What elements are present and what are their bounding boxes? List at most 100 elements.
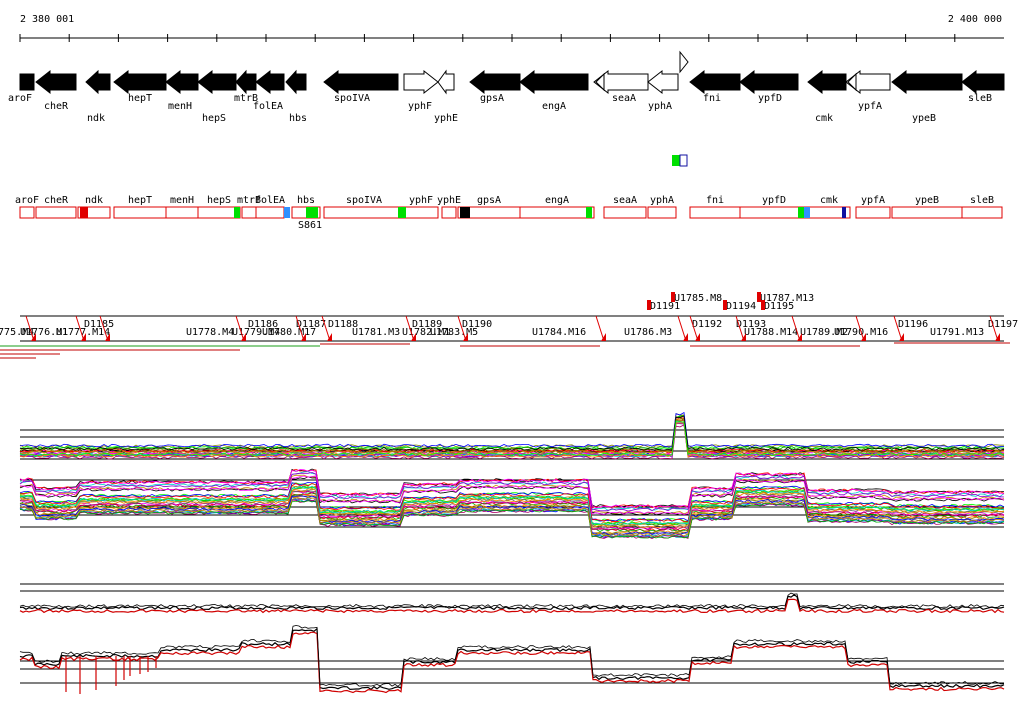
feature-box-spoIVA[interactable]	[323, 206, 405, 219]
gene-arrow-engA[interactable]	[519, 69, 589, 95]
gene-label-mtrB: mtrB	[234, 93, 258, 104]
gene-arrow-aroF[interactable]	[19, 73, 35, 91]
segment-boundary	[855, 315, 865, 342]
gene-arrow-cheR[interactable]	[35, 69, 77, 95]
feature-box-ypfA[interactable]	[855, 206, 891, 219]
feature-box-folEA[interactable]	[255, 206, 285, 219]
segment-boundary	[295, 315, 305, 342]
gene-label-ypfA: ypfA	[858, 101, 882, 112]
segment-boundary	[791, 315, 801, 342]
gene-arrow-menH[interactable]	[165, 69, 199, 95]
feature-label-folEA: folEA	[255, 195, 285, 206]
gene-label-spoIVA: spoIVA	[334, 93, 370, 104]
ruler-start-label: 2 380 001	[20, 14, 74, 25]
segment-flag	[301, 333, 306, 341]
gene-arrow-gpsA[interactable]	[469, 69, 521, 95]
feature-box-fni[interactable]	[689, 206, 741, 219]
position-ruler: 2 380 001 2 400 000	[19, 14, 1004, 42]
feature-box-hepT[interactable]	[113, 206, 167, 219]
feature-box-menH[interactable]	[165, 206, 199, 219]
feature-label-hepT: hepT	[128, 195, 152, 206]
segment-flag	[411, 333, 416, 341]
gene-label-ypeB: ypeB	[912, 113, 936, 124]
gene-label-hepS: hepS	[202, 113, 226, 124]
feature-label-engA: engA	[545, 195, 569, 206]
gene-label-yphF: yphF	[408, 101, 432, 112]
expression-series	[19, 594, 1005, 611]
segment-marker	[723, 300, 727, 310]
segment-lower-label: U1778.M4	[186, 327, 234, 338]
gene-arrow-spoIVA[interactable]	[323, 69, 399, 95]
feature-box-yphF[interactable]	[403, 206, 439, 219]
feature-box-yphE[interactable]	[441, 206, 457, 219]
expression-series	[19, 490, 1005, 531]
gene-label-cmk: cmk	[815, 113, 833, 124]
gene-arrow-cmk[interactable]	[807, 69, 847, 95]
segment-boundary	[595, 315, 605, 342]
segment-boundary	[405, 315, 415, 342]
segment-upper-label: D1194	[726, 301, 756, 312]
segment-lower-label: D1192	[692, 319, 722, 330]
feature-label-yphF: yphF	[409, 195, 433, 206]
gene-label-ypfD: ypfD	[758, 93, 782, 104]
expression-series	[19, 481, 1005, 522]
gene-arrow-yphE[interactable]	[437, 69, 455, 95]
feature-box-ypeB[interactable]	[891, 206, 963, 219]
gene-label-yphE: yphE	[434, 113, 458, 124]
gene-arrow-hbs[interactable]	[285, 69, 307, 95]
segment-lower-label: U1775.M4	[0, 327, 34, 338]
gene-arrow-ypfD[interactable]	[739, 69, 799, 95]
segment-lower-label: D1196	[898, 319, 928, 330]
segment-lower-label: U1791.M13	[930, 327, 984, 338]
segment-flag	[463, 333, 468, 341]
segment-lower-label: D1189	[412, 319, 442, 330]
feature-label-hbs: hbs	[297, 195, 315, 206]
segment-upper-label: U1787.M13	[760, 293, 814, 304]
gene-label-sleB: sleB	[968, 93, 992, 104]
feature-highlight	[234, 207, 240, 218]
gene-arrow-sleB[interactable]	[961, 69, 1005, 95]
expression-series	[19, 411, 1005, 448]
gene-arrow-fni[interactable]	[689, 69, 741, 95]
segment-flag	[861, 333, 866, 341]
segment-lower-label: U1777.M14	[56, 327, 110, 338]
expression-series	[19, 500, 1005, 539]
segment-lower-label: D1185	[84, 319, 114, 330]
segment-flag	[105, 333, 110, 341]
segment-marker	[671, 292, 675, 302]
feature-box-sleB[interactable]	[961, 206, 1003, 219]
gene-arrow-hepT[interactable]	[113, 69, 167, 95]
feature-highlight	[80, 207, 88, 218]
gene-arrow-hepS[interactable]	[197, 69, 237, 95]
feature-box-engA[interactable]	[519, 206, 595, 219]
feature-box-hepS[interactable]	[197, 206, 241, 219]
segment-boundary	[25, 315, 35, 342]
gene-arrow-ndk[interactable]	[85, 69, 111, 95]
gene-arrow-ypeB[interactable]	[891, 69, 963, 95]
feature-box-mtrB[interactable]	[241, 206, 257, 219]
feature-box-ypfD[interactable]	[739, 206, 809, 219]
gene-label-gpsA: gpsA	[480, 93, 504, 104]
feature-box-ndk[interactable]	[77, 206, 111, 219]
segment-boundary	[689, 315, 699, 342]
feature-highlight	[798, 207, 804, 218]
gene-arrow-folEA[interactable]	[255, 69, 285, 95]
gene-arrow-yphA[interactable]	[647, 69, 679, 95]
gene-arrow-mtrB[interactable]	[235, 69, 257, 95]
marker-block	[672, 154, 688, 167]
feature-label-mtrB: mtrB	[237, 195, 261, 206]
feature-box-cheR[interactable]	[35, 206, 77, 219]
feature-box-seaA[interactable]	[603, 206, 647, 219]
gene-arrow-ypfA[interactable]	[845, 69, 891, 95]
segment-boundary	[735, 315, 745, 342]
feature-box-aroF[interactable]	[19, 206, 35, 219]
gene-arrow-yphF[interactable]	[403, 69, 439, 95]
feature-label-fni: fni	[706, 195, 724, 206]
feature-box-yphA[interactable]	[647, 206, 677, 219]
expression-series	[19, 494, 1005, 534]
segment-lower-label: U1779.M4	[232, 327, 280, 338]
feature-highlight	[586, 207, 592, 218]
segment-lower-label: U1783.M5	[430, 327, 478, 338]
